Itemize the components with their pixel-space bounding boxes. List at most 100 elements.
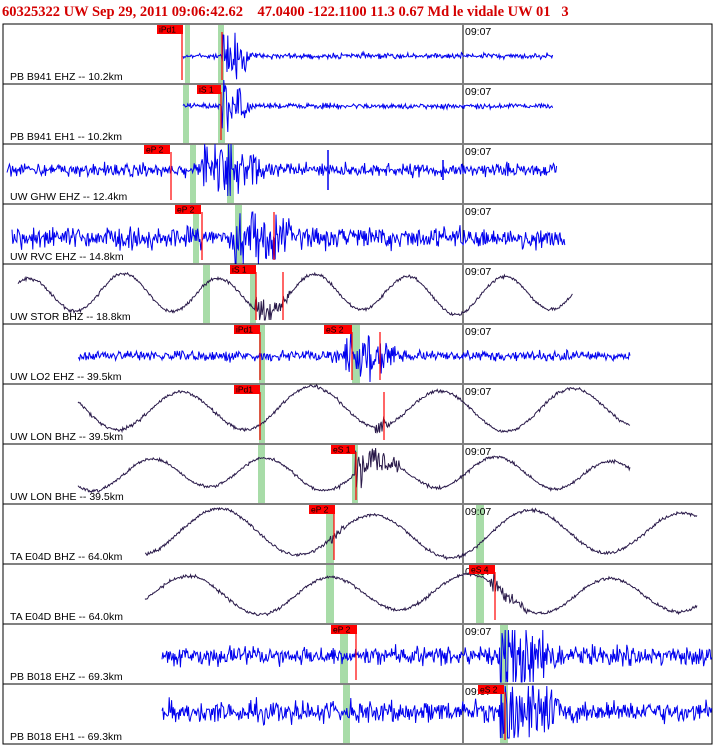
station-label: UW LON BHZ -- 39.5km [10, 431, 123, 443]
pick-window-band [500, 685, 508, 743]
panel-frame [2, 503, 713, 565]
station-label: UW LO2 EHZ -- 39.5km [10, 371, 122, 383]
station-label: UW STOR BHZ -- 18.8km [10, 311, 131, 323]
latitude: 47.0400 [257, 4, 305, 20]
station-label: PB B941 EHZ -- 10.2km [10, 71, 123, 83]
depth: 11.3 [370, 4, 395, 20]
minute-label: 09:07 [465, 26, 491, 38]
pick-window-band [218, 25, 224, 83]
station-label: UW LON BHE -- 39.5km [10, 491, 124, 503]
pick-window-band [259, 385, 265, 443]
panel-frame [2, 563, 713, 625]
pick-flag[interactable] [197, 85, 221, 94]
pick-flag-label: eS 2 [326, 325, 344, 335]
pick-flag[interactable] [478, 685, 504, 694]
place: le vidale [452, 4, 505, 20]
trace-panel: 09:07 eP 2 PB B018 EHZ -- 69.3km [2, 623, 713, 685]
pick-flag-label: eP 2 [333, 625, 351, 635]
waveform-trace [77, 329, 631, 383]
pick-window-band [250, 265, 256, 323]
event-id: 60325322 [2, 4, 60, 20]
panel-frame [2, 83, 713, 145]
pick-flag-label: eS 2 [480, 685, 498, 695]
pick-flag[interactable] [144, 145, 170, 154]
pick-flag-label: eP 2 [146, 145, 164, 155]
station-label: TA E04D BHE -- 64.0km [10, 611, 123, 623]
minute-label: 09:07 [465, 506, 491, 518]
header-tail: UW 01 [507, 4, 551, 20]
pick-flag-label: iS 1 [199, 85, 214, 95]
waveform-trace [11, 211, 566, 265]
pick-window-band [476, 505, 484, 563]
waveform-trace [182, 32, 554, 80]
pick-window-band [352, 325, 360, 383]
pick-flag[interactable] [234, 385, 260, 394]
pick-flag[interactable] [309, 505, 335, 514]
minute-label: 09:07 [465, 386, 491, 398]
waveform-trace [77, 384, 631, 434]
pick-flag[interactable] [230, 265, 256, 274]
trace-panel: 09:07 eP 2 TA E04D BHZ -- 64.0km [2, 503, 713, 565]
waveform-trace [77, 447, 631, 494]
pick-flag[interactable] [324, 325, 352, 334]
magnitude: 0.67 Md [398, 4, 450, 20]
waveform-trace [144, 506, 698, 561]
pick-window-band [259, 325, 265, 383]
station-label: UW GHW EHZ -- 12.4km [10, 191, 128, 203]
trace-panel: 09:07 iPd1 UW LON BHZ -- 39.5km [2, 383, 713, 445]
panel-frame [2, 683, 713, 745]
waveform-trace [144, 572, 698, 617]
pick-flag-label: iS 1 [232, 265, 247, 275]
panel-frame [2, 23, 713, 85]
trace-panel: 09:07 iS 1 UW STOR BHZ -- 18.8km [2, 263, 713, 325]
pick-window-band [476, 565, 484, 623]
minute-label: 09:07 [465, 206, 491, 218]
station-label: PB B018 EH1 -- 69.3km [10, 731, 122, 743]
panel-frame [2, 383, 713, 445]
pick-flag[interactable] [331, 625, 357, 634]
pick-window-band [258, 445, 265, 503]
trace-panel: 09:07 iPd1 PB B941 EHZ -- 10.2km [2, 23, 713, 85]
pick-window-band [326, 505, 334, 563]
pick-flag[interactable] [234, 325, 260, 334]
trace-panel: 09:07 eP 2 UW RVC EHZ -- 14.8km [2, 203, 713, 265]
waveform-trace [161, 629, 713, 683]
station-label: UW RVC EHZ -- 14.8km [10, 251, 124, 263]
station-label: PB B941 EH1 -- 10.2km [10, 131, 122, 143]
pick-flag-label: eS 1 [333, 445, 351, 455]
pick-flag-label: eP 2 [311, 505, 329, 515]
trace-panel: 09:07 eP 2 UW GHW EHZ -- 12.4km [2, 143, 713, 205]
minute-label: 09:07 [465, 446, 491, 458]
minute-label: 09:07 [465, 626, 491, 638]
pick-flag-label: iPd1 [159, 25, 176, 35]
pick-flag[interactable] [331, 445, 355, 454]
minute-label: 09:07 [465, 326, 491, 338]
waveform-trace [6, 143, 558, 197]
pick-flag[interactable] [157, 25, 183, 34]
station-label: TA E04D BHZ -- 64.0km [10, 551, 123, 563]
pick-window-band [185, 25, 190, 83]
minute-label: 09:07 [465, 146, 491, 158]
trace-panel: 09:07 eS 1 UW LON BHE -- 39.5km [2, 443, 713, 505]
event-count: 3 [561, 4, 569, 20]
pick-flag-label: eP 2 [177, 205, 195, 215]
pick-window-band [326, 565, 334, 623]
pick-window-band [183, 85, 189, 143]
event-header: 60325322 UW Sep 29, 2011 09:06:42.62 47.… [2, 2, 715, 22]
trace-panel: 09:07 iPd1 eS 2 UW LO2 EHZ -- 39.5km [2, 323, 713, 385]
origin-time: Sep 29, 2011 09:06:42.62 [91, 4, 244, 20]
trace-panel: 09:07 iS 1 PB B941 EH1 -- 10.2km [2, 79, 713, 145]
pick-window-band [235, 205, 242, 263]
network: UW [63, 4, 89, 20]
pick-flag-label: iPd1 [236, 385, 253, 395]
pick-flag-label: iPd1 [236, 325, 253, 335]
pick-window-band [190, 145, 196, 203]
pick-flag[interactable] [469, 565, 495, 574]
waveform-trace [161, 685, 713, 739]
pick-flag[interactable] [175, 205, 201, 214]
pick-flag-label: eS 4 [471, 565, 489, 575]
minute-label: 09:07 [465, 266, 491, 278]
